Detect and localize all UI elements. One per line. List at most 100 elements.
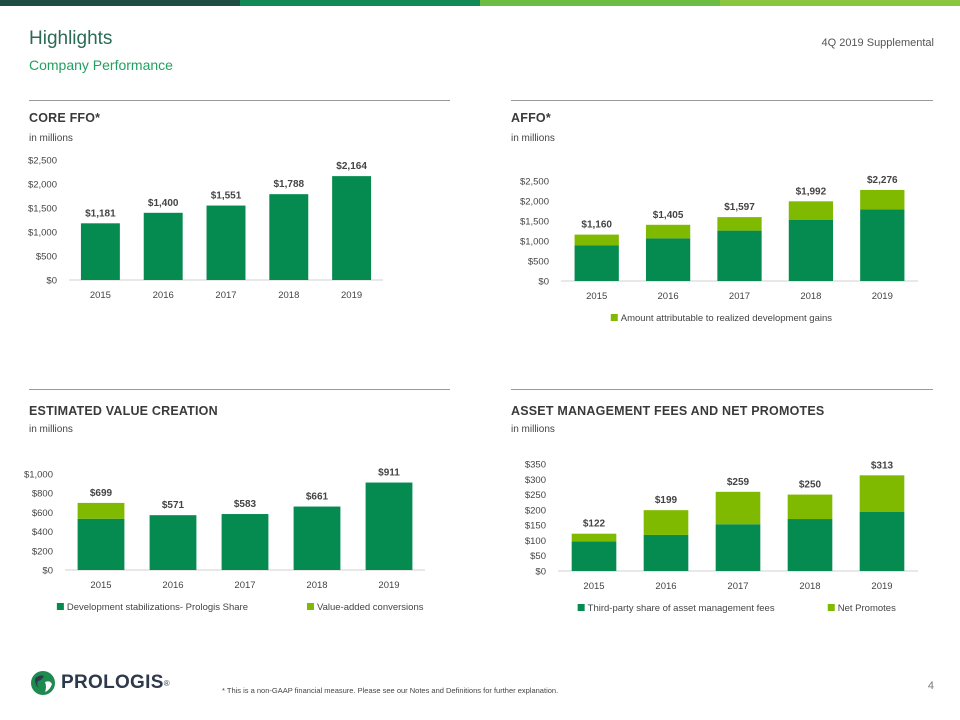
bar-segment bbox=[571, 533, 617, 542]
x-tick-label: 2017 bbox=[727, 581, 748, 592]
y-tick-label: $200 bbox=[525, 505, 546, 516]
page-number: 4 bbox=[927, 680, 934, 692]
legend-label: Net Promotes bbox=[838, 603, 896, 614]
y-tick-label: $2,000 bbox=[28, 180, 57, 191]
legend-swatch bbox=[577, 604, 585, 611]
data-label: $122 bbox=[583, 519, 606, 530]
y-tick-label: $2,000 bbox=[520, 197, 549, 208]
supplemental-label: 4Q 2019 Supplemental bbox=[821, 37, 934, 49]
legend-label: Development stabilizations- Prologis Sha… bbox=[67, 602, 248, 613]
data-label: $699 bbox=[90, 488, 113, 499]
x-tick-label: 2016 bbox=[162, 580, 183, 591]
bar-segment bbox=[860, 189, 905, 210]
page-subtitle: Company Performance bbox=[29, 57, 173, 73]
data-label: $661 bbox=[306, 492, 329, 503]
logo-text: PROLOGIS bbox=[61, 672, 164, 693]
core-ffo-divider bbox=[29, 100, 450, 101]
legend-swatch bbox=[827, 604, 835, 611]
x-tick-label: 2019 bbox=[872, 291, 893, 302]
core-ffo-unit: in millions bbox=[29, 133, 73, 144]
bar-segment bbox=[206, 205, 246, 280]
bar-segment bbox=[221, 514, 269, 570]
data-label: $2,276 bbox=[867, 175, 898, 186]
x-tick-label: 2018 bbox=[278, 290, 299, 301]
x-tick-label: 2019 bbox=[871, 581, 892, 592]
y-tick-label: $200 bbox=[32, 546, 53, 557]
value-creation-unit: in millions bbox=[29, 424, 73, 435]
logo-registered-mark: ® bbox=[163, 678, 170, 688]
data-label: $1,160 bbox=[581, 220, 612, 231]
bar-segment bbox=[77, 518, 125, 570]
bar-segment bbox=[787, 494, 833, 520]
x-tick-label: 2015 bbox=[583, 581, 604, 592]
top-bar-segment-2 bbox=[240, 0, 480, 6]
legend-swatch bbox=[610, 314, 618, 321]
bar-segment bbox=[787, 519, 833, 571]
bar-segment bbox=[645, 224, 691, 239]
affo-title: AFFO* bbox=[511, 111, 551, 125]
x-tick-label: 2015 bbox=[586, 291, 607, 302]
data-label: $2,164 bbox=[336, 161, 367, 172]
bar-segment bbox=[860, 209, 905, 281]
data-label: $1,788 bbox=[274, 179, 305, 190]
bar-segment bbox=[269, 194, 309, 280]
affo-divider bbox=[511, 100, 933, 101]
page-title: Highlights bbox=[29, 28, 113, 49]
affo-unit: in millions bbox=[511, 133, 555, 144]
top-bar-segment-3 bbox=[480, 0, 720, 6]
bar-segment bbox=[859, 511, 905, 571]
bar-segment bbox=[788, 220, 834, 281]
data-label: $583 bbox=[234, 499, 257, 510]
top-bar-segment-1 bbox=[0, 0, 240, 6]
data-label: $1,400 bbox=[148, 198, 179, 209]
bar-segment bbox=[715, 524, 761, 571]
bar-segment bbox=[715, 491, 761, 525]
data-label: $1,597 bbox=[724, 202, 755, 213]
bar-segment bbox=[574, 234, 619, 246]
bar-segment bbox=[77, 502, 125, 519]
bar-segment bbox=[365, 482, 413, 570]
y-tick-label: $300 bbox=[525, 475, 546, 486]
bar-segment bbox=[80, 223, 120, 280]
value-creation-divider bbox=[29, 389, 450, 390]
bar-segment bbox=[332, 176, 372, 280]
top-color-bar bbox=[0, 0, 960, 6]
bar-segment bbox=[643, 534, 689, 571]
asset-mgmt-unit: in millions bbox=[511, 424, 555, 435]
value-creation-title: ESTIMATED VALUE CREATION bbox=[29, 404, 218, 418]
data-label: $313 bbox=[871, 460, 894, 471]
x-tick-label: 2016 bbox=[655, 581, 676, 592]
x-tick-label: 2015 bbox=[90, 290, 111, 301]
core-ffo-title: CORE FFO* bbox=[29, 111, 101, 125]
asset-mgmt-divider bbox=[511, 389, 933, 390]
x-tick-label: 2016 bbox=[153, 290, 174, 301]
y-tick-label: $250 bbox=[525, 490, 546, 501]
data-label: $571 bbox=[162, 500, 185, 511]
y-tick-label: $350 bbox=[525, 460, 546, 471]
legend-swatch bbox=[306, 603, 314, 610]
y-tick-label: $1,000 bbox=[24, 470, 53, 481]
legend-label: Amount attributable to realized developm… bbox=[621, 313, 832, 324]
y-tick-label: $0 bbox=[46, 276, 57, 287]
asset-mgmt-title: ASSET MANAGEMENT FEES AND NET PROMOTES bbox=[511, 404, 825, 418]
x-tick-label: 2019 bbox=[378, 580, 399, 591]
prologis-logo: PROLOGIS ® bbox=[30, 670, 170, 696]
y-tick-label: $0 bbox=[538, 277, 549, 288]
y-tick-label: $0 bbox=[535, 567, 546, 578]
x-tick-label: 2017 bbox=[234, 580, 255, 591]
bar-segment bbox=[645, 238, 691, 281]
x-tick-label: 2017 bbox=[215, 290, 236, 301]
y-tick-label: $0 bbox=[42, 566, 53, 577]
bar-segment bbox=[788, 201, 834, 220]
bar-segment bbox=[859, 475, 905, 512]
top-bar-segment-4 bbox=[720, 0, 960, 6]
y-tick-label: $2,500 bbox=[520, 177, 549, 188]
y-tick-label: $2,500 bbox=[28, 156, 57, 167]
bar-segment bbox=[717, 217, 762, 231]
data-label: $911 bbox=[378, 468, 400, 479]
y-tick-label: $50 bbox=[530, 551, 546, 562]
legend-swatch bbox=[56, 603, 64, 610]
